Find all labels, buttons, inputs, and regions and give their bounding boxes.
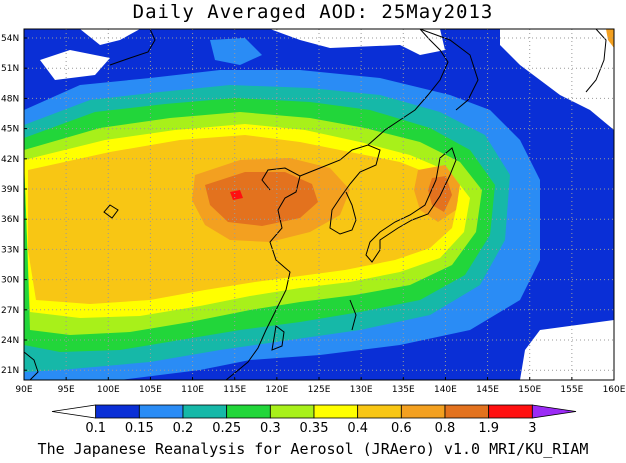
colorbar-swatch [95,404,140,419]
lat-label: 39N [1,185,19,195]
lat-label: 27N [1,306,19,316]
lat-label: 51N [1,64,19,74]
lat-label: 21N [1,366,19,376]
lon-label: 145E [476,385,499,395]
colorbar-label: 0.3 [260,421,281,436]
graticule [24,29,614,380]
lat-label: 45N [1,125,19,135]
latitude-labels: 54N 51N 48N 45N 42N 39N 36N 33N 30N 27N 24N 21N [1,34,27,376]
colorbar-swatch [488,404,533,419]
lon-label: 100E [97,385,120,395]
lon-label: 95E [58,385,75,395]
colorbar-label: 0.8 [435,421,456,436]
longitude-labels: 90E 95E 100E 105E 110E 115E 120E 125E 130E 135E 14… [15,377,626,395]
lat-label: 54N [1,34,19,44]
lat-label: 33N [1,245,19,255]
colorbar-label: 1.9 [478,421,499,436]
colorbar-label: 0.25 [212,421,241,436]
colorbar-label: 0.1 [85,421,106,436]
lon-label: 110E [181,385,204,395]
lon-label: 120E [265,385,288,395]
colorbar-swatch [51,404,97,419]
colorbar-swatch [531,404,577,419]
colorbar-label: 0.2 [173,421,194,436]
footer-credit: The Japanese Reanalysis for Aerosol (JRA… [37,440,589,458]
colorbar-swatch [357,404,402,419]
lon-label: 155E [560,385,583,395]
colorbar-labels: 0.1 0.15 0.2 0.25 0.3 0.35 0.4 0.6 0.8 1.9 3 [85,421,536,436]
lon-label: 90E [15,385,32,395]
aod-field [24,29,614,380]
lat-label: 24N [1,336,19,346]
lat-label: 30N [1,276,19,286]
colorbar-swatch [226,404,271,419]
colorbar [51,404,577,419]
lat-label: 42N [1,155,19,165]
lon-label: 105E [139,385,162,395]
colorbar-swatch [138,404,184,419]
map-title: Daily Averaged AOD: 25May2013 [132,1,494,23]
colorbar-swatch [400,404,446,419]
lon-label: 130E [350,385,373,395]
lon-label: 135E [392,385,415,395]
colorbar-swatch [269,404,315,419]
colorbar-swatch [182,404,228,419]
lat-label: 48N [1,94,19,104]
lat-label: 36N [1,215,19,225]
colorbar-label: 3 [528,421,536,436]
colorbar-swatch [313,404,359,419]
lon-label: 160E [603,385,626,395]
lon-label: 150E [518,385,541,395]
colorbar-label: 0.6 [391,421,412,436]
lon-label: 115E [223,385,246,395]
colorbar-label: 0.4 [347,421,368,436]
colorbar-label: 0.35 [300,421,329,436]
lon-label: 125E [308,385,331,395]
colorbar-label: 0.15 [125,421,154,436]
lon-label: 140E [434,385,457,395]
colorbar-swatch [444,404,490,419]
